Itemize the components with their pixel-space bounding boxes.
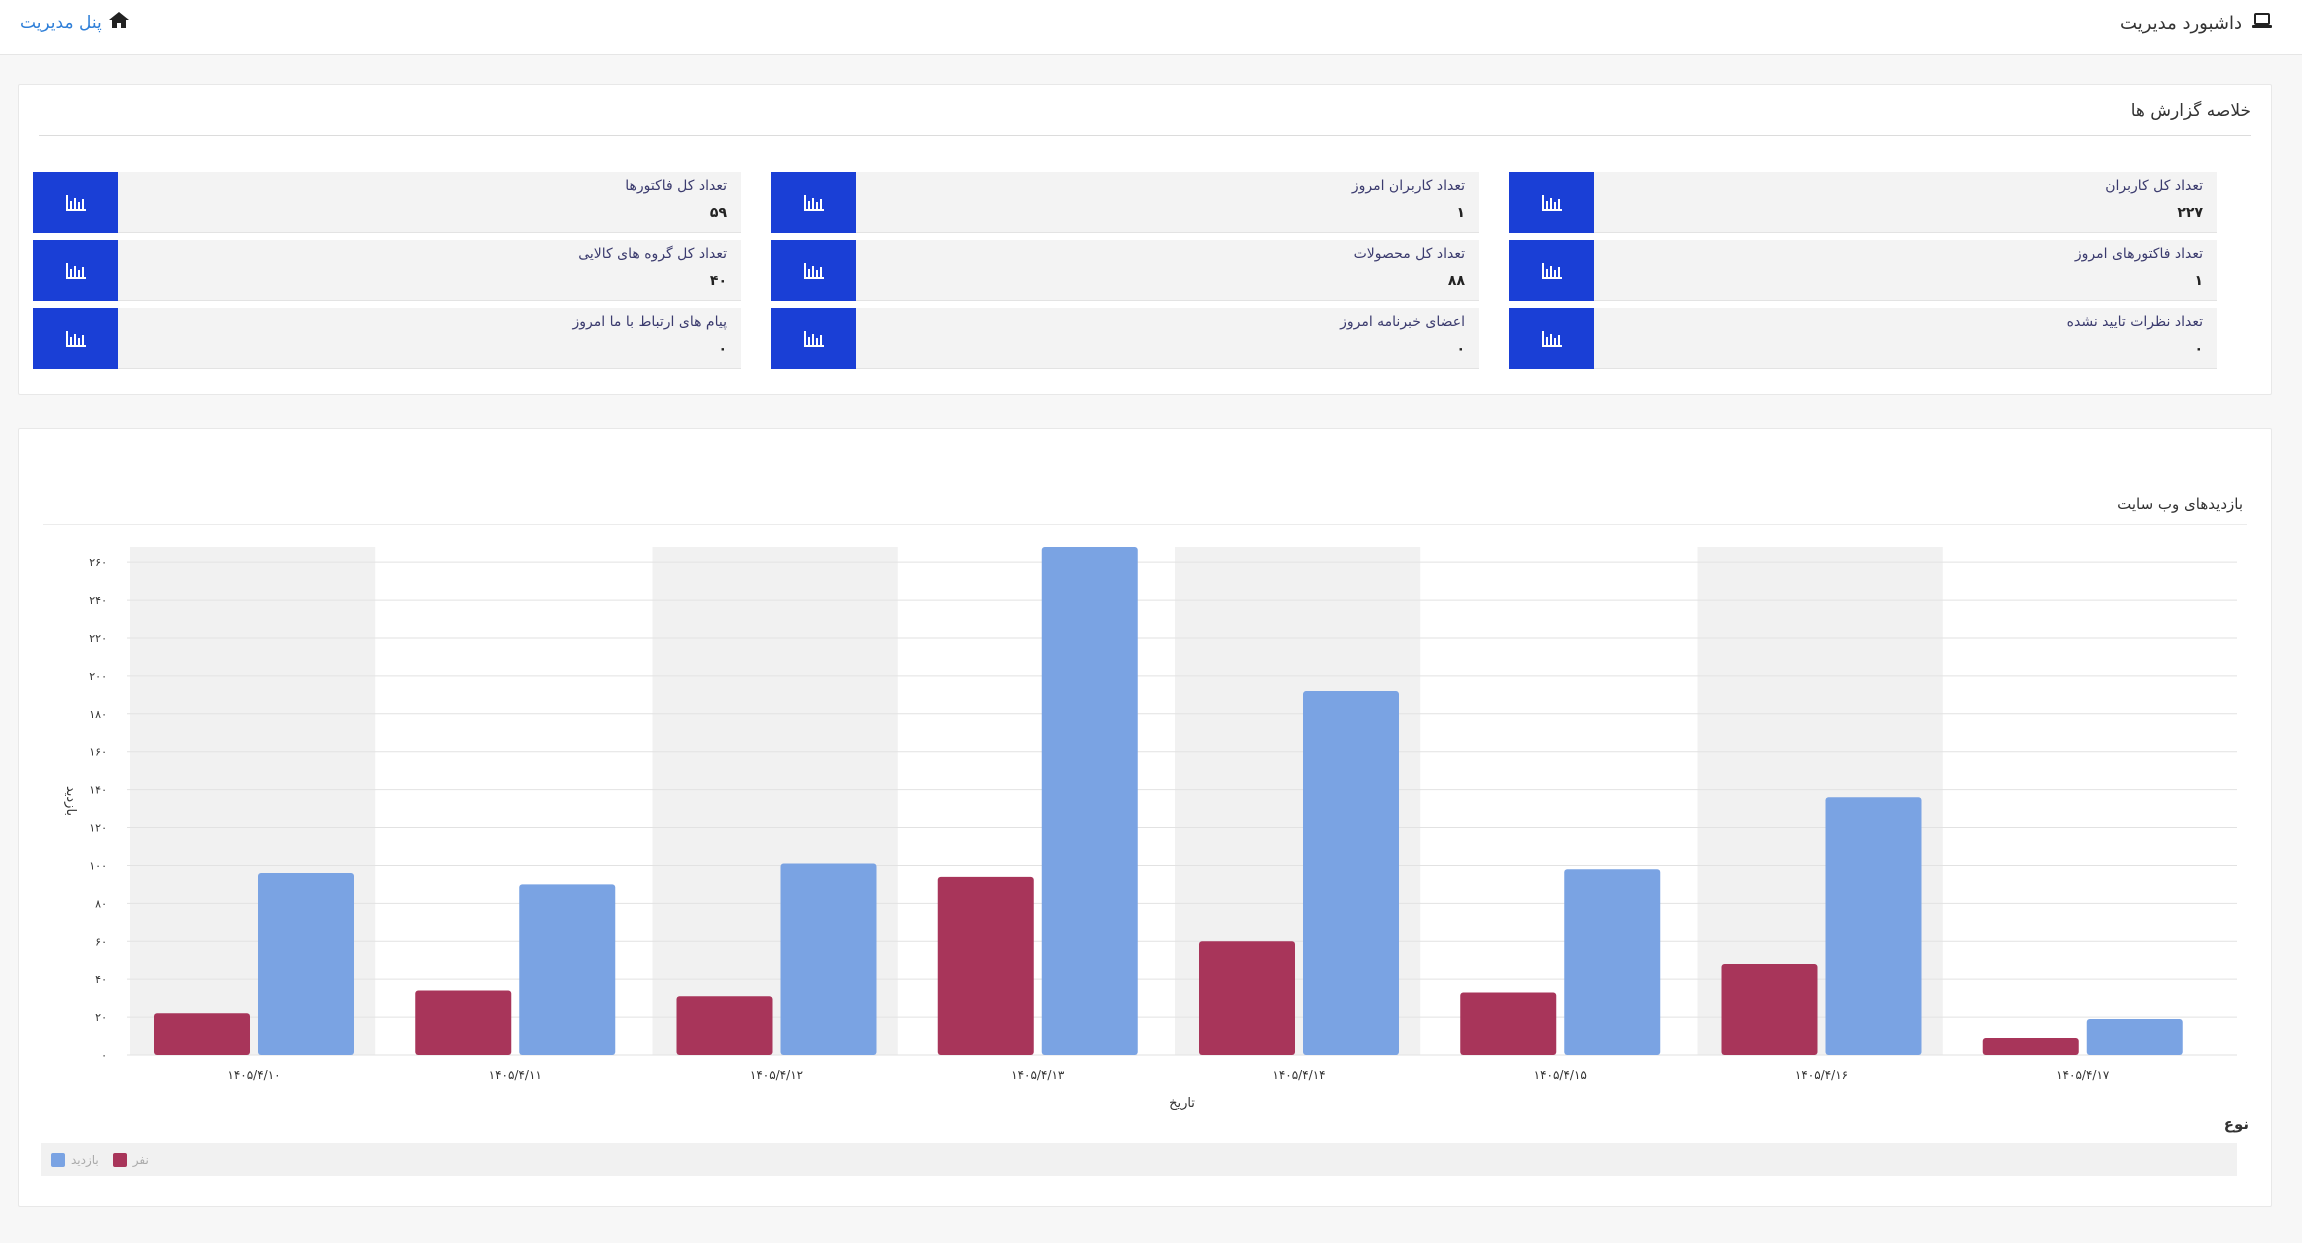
- stat-card[interactable]: تعداد فاکتورهای امروز ۱: [1509, 240, 2217, 301]
- stat-card[interactable]: تعداد کل گروه های کالایی ۴۰: [33, 240, 741, 301]
- stat-card[interactable]: تعداد کل فاکتورها ۵۹: [33, 172, 741, 233]
- bar-visits: [1041, 547, 1138, 1055]
- y-tick-label: ۱۰۰: [89, 859, 107, 872]
- bar-visits: [1564, 869, 1661, 1055]
- stat-label: تعداد نظرات تایید نشده: [2066, 314, 2203, 330]
- bar-chart-icon: [1509, 308, 1594, 369]
- bar-chart-icon: [33, 308, 118, 369]
- bar-chart-icon: [771, 308, 856, 369]
- x-tick-label: ۱۴۰۵/۴/۱۴: [1272, 1068, 1325, 1082]
- y-tick-label: ۱۶۰: [89, 746, 107, 759]
- divider: [43, 524, 2247, 525]
- stat-value: ۱: [1456, 205, 1465, 221]
- bar-chart-icon: [771, 172, 856, 233]
- legend-item[interactable]: بازدید: [51, 1152, 99, 1167]
- stat-label: تعداد فاکتورهای امروز: [2074, 246, 2203, 262]
- y-tick-label: ۲۰: [95, 1011, 107, 1024]
- bar-chart-icon: [1509, 172, 1594, 233]
- top-bar: داشبورد مدیریت پنل مدیریت: [0, 0, 2302, 55]
- y-tick-label: ۲۴۰: [89, 594, 107, 607]
- admin-panel-link-label: پنل مدیریت: [20, 12, 102, 33]
- home-icon: [108, 11, 130, 34]
- laptop-icon: [2252, 13, 2272, 34]
- bar-visits: [519, 884, 616, 1055]
- y-axis-title: بازدید: [63, 786, 78, 816]
- admin-panel-link[interactable]: پنل مدیریت: [20, 11, 130, 34]
- visits-bar-chart: ۰ ۲۰ ۴۰ ۶۰ ۸۰ ۱۰۰ ۱۲۰ ۱۴۰ ۱۶۰ ۱۸۰ ۲۰۰ ۲۲۰ ۲۴۰ ۲۶۰ ۱۴۰۵…: [63, 547, 2237, 1111]
- bar-people: [1721, 964, 1818, 1055]
- x-tick-label: ۱۴۰۵/۴/۱۳: [1011, 1068, 1065, 1082]
- stat-value: ۸۸: [1447, 273, 1465, 289]
- bar-chart-icon: [33, 240, 118, 301]
- y-tick-label: ۱۸۰: [89, 708, 107, 721]
- bar-people: [1982, 1037, 2079, 1055]
- x-tick-label: ۱۴۰۵/۴/۱۷: [2056, 1068, 2110, 1082]
- stat-label: اعضای خبرنامه امروز: [1340, 314, 1465, 330]
- bar-chart-icon: [771, 240, 856, 301]
- y-tick-label: ۶۰: [95, 935, 107, 948]
- stat-label: تعداد کاربران امروز: [1351, 178, 1465, 194]
- summary-panel: خلاصه گزارش ها تعداد کل کاربران ۲۲۷ تعداد …: [18, 84, 2272, 395]
- stat-value: ۴۰: [709, 273, 727, 289]
- x-tick-label: ۱۴۰۵/۴/۱۰: [227, 1068, 280, 1082]
- bar-visits: [1303, 691, 1399, 1055]
- bar-people: [154, 1013, 250, 1055]
- divider: [39, 135, 2251, 136]
- stat-value: ۱: [2194, 273, 2203, 289]
- bar-people: [676, 996, 773, 1055]
- bar-visits: [1825, 797, 1922, 1055]
- stat-value: ۰: [2194, 341, 2203, 357]
- stat-label: تعداد کل گروه های کالایی: [578, 246, 727, 262]
- stat-card[interactable]: تعداد کل محصولات ۸۸: [771, 240, 1479, 301]
- bar-chart-icon: [1509, 240, 1594, 301]
- stat-card[interactable]: پیام های ارتباط با ما امروز ۰: [33, 308, 741, 369]
- stat-value: ۰: [1456, 341, 1465, 357]
- y-tick-label: ۱۲۰: [89, 822, 107, 835]
- bar-people: [1460, 992, 1557, 1055]
- y-tick-label: ۸۰: [95, 897, 107, 910]
- legend-label: بازدید: [71, 1152, 99, 1167]
- stat-label: تعداد کل کاربران: [2105, 178, 2203, 194]
- stat-value: ۲۲۷: [2177, 205, 2203, 221]
- x-tick-label: ۱۴۰۵/۴/۱۶: [1795, 1068, 1848, 1082]
- y-tick-label: ۱۴۰: [89, 784, 107, 797]
- page-title: داشبورد مدیریت: [2120, 13, 2242, 34]
- stat-label: پیام های ارتباط با ما امروز: [572, 314, 727, 330]
- stat-card[interactable]: تعداد کاربران امروز ۱: [771, 172, 1479, 233]
- bar-people: [937, 876, 1034, 1055]
- y-tick-label: ۲۶۰: [89, 556, 107, 569]
- chart-legend: بازدید نفر: [41, 1143, 2237, 1176]
- stat-card[interactable]: اعضای خبرنامه امروز ۰: [771, 308, 1479, 369]
- y-tick-label: ۲۰۰: [89, 670, 107, 683]
- y-tick-label: ۰: [101, 1049, 107, 1062]
- visits-chart-panel: بازدیدهای وب سایت ۰ ۲۰ ۴۰ ۶۰ ۸۰ ۱۰۰ ۱۲۰ ۱۴۰ ۱۶۰ ۱…: [18, 428, 2272, 1207]
- bar-people: [1199, 941, 1295, 1055]
- x-axis-title: تاریخ: [1169, 1096, 1195, 1111]
- legend-label: نفر: [132, 1152, 149, 1167]
- x-tick-label: ۱۴۰۵/۴/۱۱: [489, 1068, 542, 1082]
- y-tick-label: ۴۰: [95, 973, 107, 986]
- stat-card[interactable]: تعداد کل کاربران ۲۲۷: [1509, 172, 2217, 233]
- page-header: داشبورد مدیریت: [2120, 13, 2272, 34]
- summary-title: خلاصه گزارش ها: [2130, 101, 2251, 121]
- bar-people: [415, 990, 512, 1055]
- bar-chart-icon: [33, 172, 118, 233]
- x-tick-label: ۱۴۰۵/۴/۱۵: [1534, 1068, 1587, 1082]
- bar-visits: [2086, 1018, 2183, 1055]
- stat-value: ۵۹: [709, 205, 727, 221]
- stat-card[interactable]: تعداد نظرات تایید نشده ۰: [1509, 308, 2217, 369]
- legend-title: نوع: [2223, 1115, 2249, 1133]
- legend-item[interactable]: نفر: [112, 1152, 149, 1167]
- y-tick-label: ۲۲۰: [89, 632, 107, 645]
- legend-swatch: [51, 1152, 65, 1167]
- bar-visits: [780, 863, 877, 1055]
- chart-title: بازدیدهای وب سایت: [2117, 495, 2243, 513]
- stat-label: تعداد کل محصولات: [1353, 246, 1465, 262]
- x-tick-label: ۱۴۰۵/۴/۱۲: [750, 1068, 803, 1082]
- legend-swatch: [112, 1152, 127, 1167]
- bar-visits: [258, 873, 354, 1055]
- stat-value: ۰: [718, 341, 727, 357]
- stat-label: تعداد کل فاکتورها: [625, 178, 727, 194]
